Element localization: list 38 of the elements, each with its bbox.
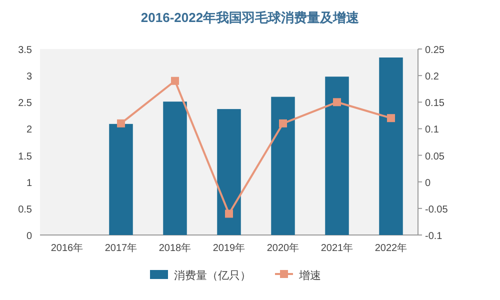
y2-tick-label: 0.2 [425,72,440,83]
x-tick-label: 2018年 [158,242,192,254]
point [387,114,395,122]
y2-tick-label: 0.25 [425,45,445,56]
x-tick-label: 2019年 [212,242,246,254]
y2-tick-label: -0.05 [425,204,448,216]
y-tick-label: 3.5 [18,45,32,56]
legend-label: 增速 [298,269,321,282]
y2-tick-label: -0.1 [425,231,443,242]
x-tick-label: 2017年 [104,242,138,254]
chart-title: 2016-2022年我国羽毛球消费量及增速 [140,10,360,25]
bar [325,76,349,235]
y-tick-label: 0 [26,231,32,242]
bar [217,109,241,235]
y2-tick-label: 0.15 [425,98,445,110]
point [171,76,179,85]
x-tick-label: 2020年 [266,242,300,254]
legend-label: 消费量（亿只） [174,269,251,282]
y-tick-label: 3 [26,72,32,83]
y2-tick-label: 0 [425,178,431,189]
point [117,119,125,128]
bar [379,58,403,235]
y-tick-label: 2.5 [18,98,32,110]
y-tick-label: 1.5 [18,151,32,162]
bar [163,102,187,235]
x-tick-label: 2016年 [50,242,84,254]
y-tick-label: 0.5 [18,204,32,216]
x-tick-label: 2021年 [320,242,354,254]
point [333,98,341,106]
x-tick-label: 2022年 [374,242,408,254]
y2-tick-label: 0.05 [425,151,445,162]
y-tick-label: 2 [26,124,32,136]
y2-tick-label: 0.1 [425,124,440,136]
y-tick-label: 1 [26,178,32,189]
bar [109,124,133,235]
point [279,119,287,128]
bar [271,96,295,235]
point [225,210,233,218]
